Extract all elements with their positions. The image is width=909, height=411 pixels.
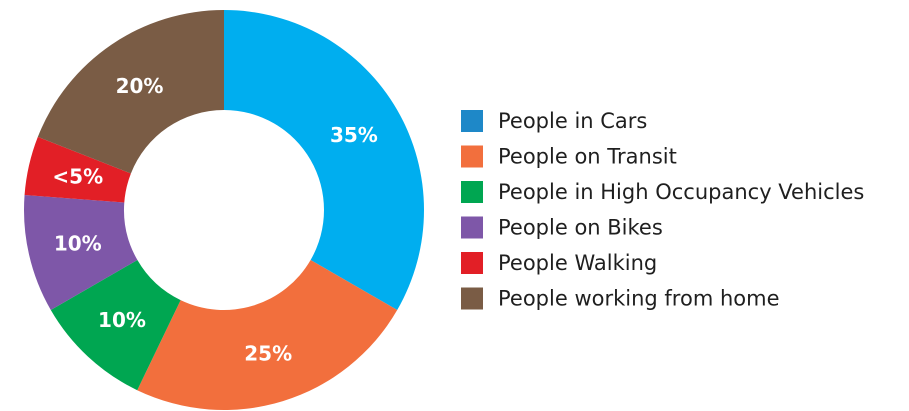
legend-swatch-3 [461, 216, 483, 239]
slice-label-3: 10% [54, 231, 102, 255]
slice-2 [50, 260, 181, 391]
slice-label-4: <5% [52, 165, 103, 189]
legend-label-4: People Walking [498, 251, 657, 275]
legend-label-3: People on Bikes [498, 216, 663, 240]
legend-swatch-0 [461, 110, 483, 132]
slice-0 [224, 10, 424, 310]
legend-label-1: People on Transit [498, 145, 677, 169]
legend-swatch-5 [461, 287, 483, 310]
slice-label-1: 25% [244, 341, 292, 365]
legend: People in Cars People on Transit People in… [461, 109, 864, 311]
slice-label-5: 20% [116, 74, 164, 98]
slice-label-0: 35% [330, 123, 378, 147]
legend-label-5: People working from home [498, 287, 780, 311]
slice-labels: 35% 25% 10% 10% <5% 20% [52, 74, 377, 365]
legend-swatch-4 [461, 252, 483, 274]
slice-5 [37, 10, 224, 174]
donut-slices [23, 10, 424, 410]
slice-label-2: 10% [98, 308, 146, 332]
legend-swatch-2 [461, 181, 483, 203]
slice-4 [24, 136, 131, 203]
slice-1 [137, 260, 398, 410]
legend-swatch-1 [461, 145, 483, 168]
legend-label-2: People in High Occupancy Vehicles [498, 180, 864, 204]
legend-label-0: People in Cars [498, 109, 647, 133]
slice-3 [23, 195, 138, 310]
